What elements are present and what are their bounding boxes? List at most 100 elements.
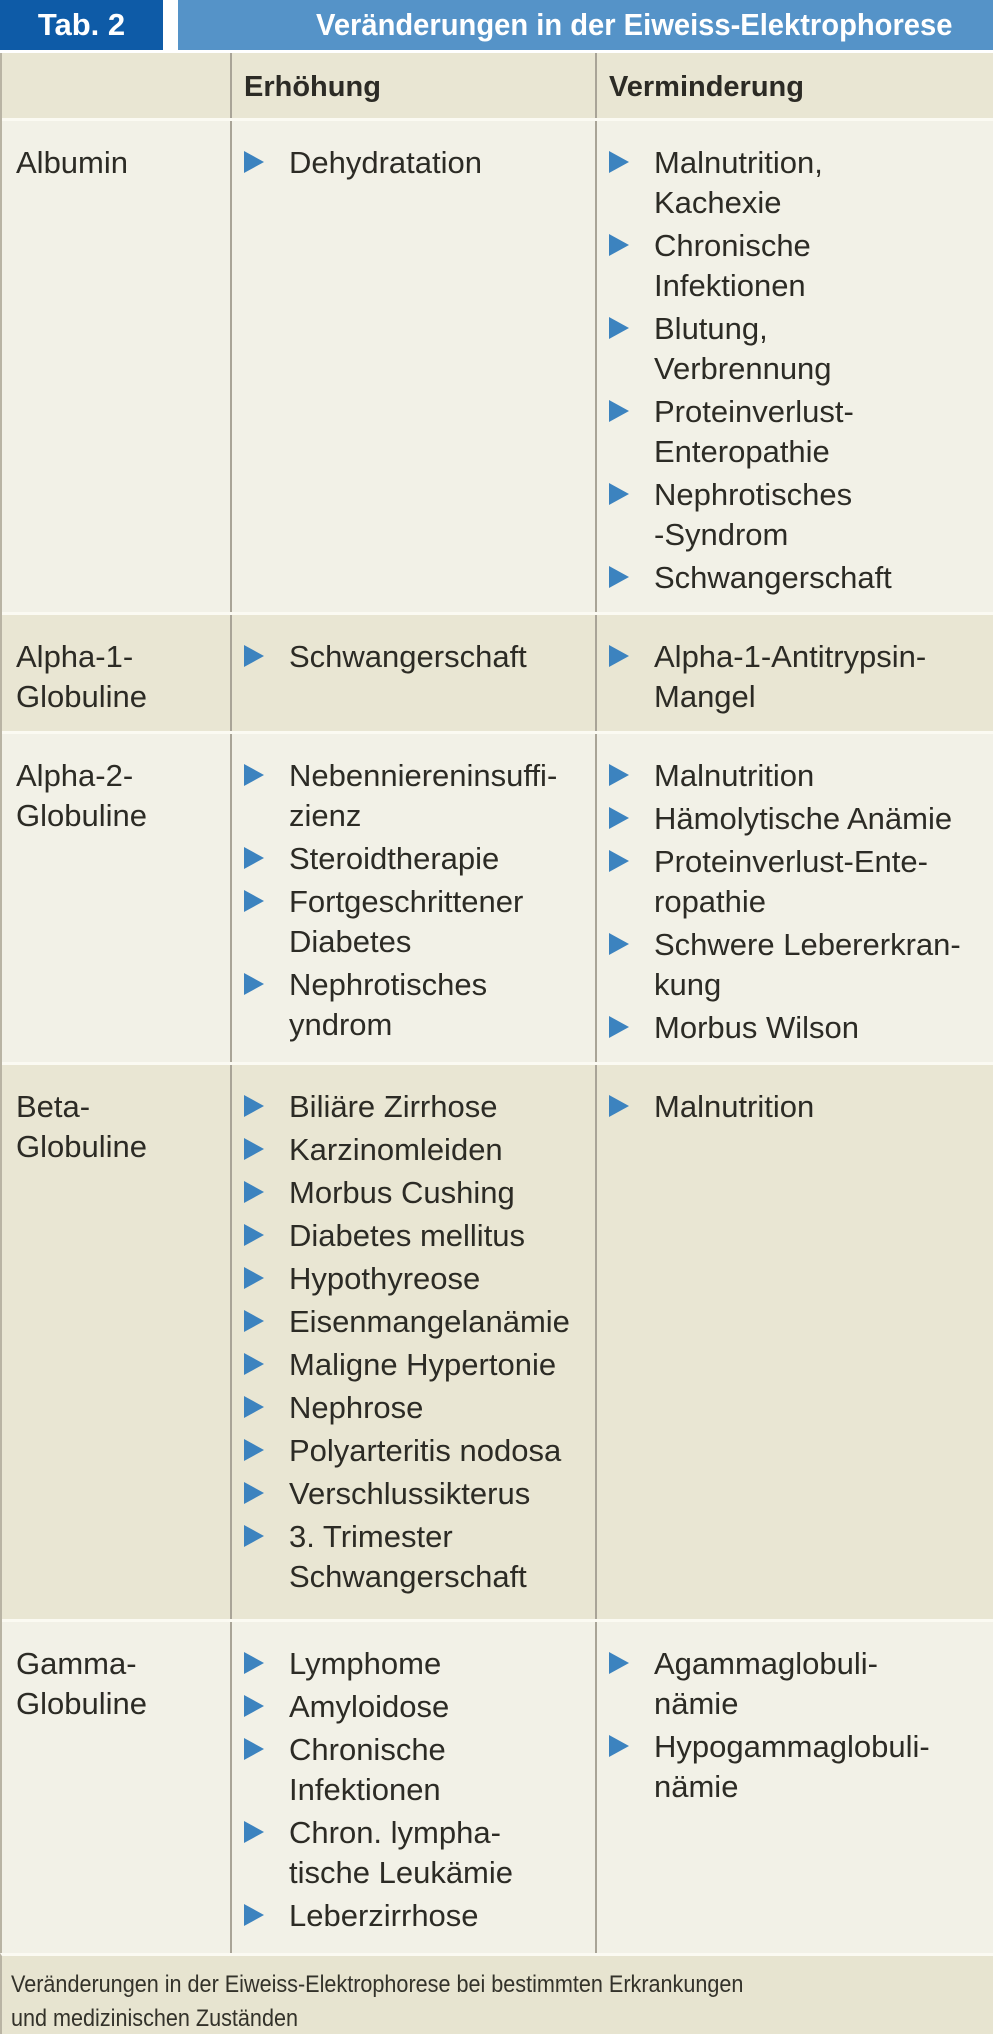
- table-row: Beta- Globuline Biliäre Zirrhose Karzinoml…: [2, 1062, 993, 1619]
- item-text: Hypogammaglobuli- nämie: [654, 1729, 930, 1804]
- list-item: Hypothyreose: [244, 1259, 583, 1299]
- bullet-arrow-icon: [244, 1525, 264, 1547]
- list-item: Chronische Infektionen: [609, 226, 981, 306]
- verminderung-cell: Agammaglobuli- nämie Hypogammaglobuli- nä…: [595, 1622, 993, 1953]
- bullet-arrow-icon: [244, 1267, 264, 1289]
- figure-title-bar: Veränderungen in der Eiweiss-Elektrophor…: [178, 0, 993, 50]
- item-text: Malnutrition: [654, 1089, 815, 1124]
- bullet-arrow-icon: [244, 1904, 264, 1926]
- header-cell-erhoehung: Erhöhung: [230, 53, 595, 118]
- row-label: Beta- Globuline: [16, 1089, 147, 1164]
- item-text: Schwangerschaft: [289, 639, 527, 674]
- list-item: Nephrose: [244, 1388, 583, 1428]
- bullet-arrow-icon: [609, 807, 629, 829]
- erhoehung-cell: Nebenniereninsuffi- zienz Steroidtherapie…: [230, 734, 595, 1062]
- list-item: Nebenniereninsuffi- zienz: [244, 756, 583, 836]
- item-text: Steroidtherapie: [289, 841, 500, 876]
- list-item: Steroidtherapie: [244, 839, 583, 879]
- bullet-arrow-icon: [609, 566, 629, 588]
- item-text: Polyarteritis nodosa: [289, 1433, 562, 1468]
- bullet-arrow-icon: [244, 1181, 264, 1203]
- list-item: Proteinverlust-Ente- ropathie: [609, 842, 981, 922]
- row-label: Alpha-2- Globuline: [16, 758, 147, 833]
- bullet-arrow-icon: [244, 1482, 264, 1504]
- item-text: 3. Trimester Schwangerschaft: [289, 1519, 527, 1594]
- verminderung-cell: Malnutrition, Kachexie Chronische Infekti…: [595, 121, 993, 612]
- titlebar-divider: [163, 0, 178, 50]
- bullet-arrow-icon: [609, 1095, 629, 1117]
- bullet-arrow-icon: [244, 1353, 264, 1375]
- bullet-arrow-icon: [609, 483, 629, 505]
- erhoehung-cell: Lymphome Amyloidose Chronische Infektionen…: [230, 1622, 595, 1953]
- item-text: Agammaglobuli- nämie: [654, 1646, 878, 1721]
- bullet-arrow-icon: [609, 1016, 629, 1038]
- item-text: Hypothyreose: [289, 1261, 481, 1296]
- item-text: Chronische Infektionen: [289, 1732, 446, 1807]
- row-label: Gamma- Globuline: [16, 1646, 147, 1721]
- bullet-arrow-icon: [609, 317, 629, 339]
- item-text: Proteinverlust-Ente- ropathie: [654, 844, 928, 919]
- table-row: Alpha-1- Globuline Schwangerschaft Alpha-1…: [2, 612, 993, 731]
- bullet-arrow-icon: [244, 1396, 264, 1418]
- erhoehung-cell: Dehydratation: [230, 121, 595, 612]
- bullet-arrow-icon: [609, 850, 629, 872]
- bullet-arrow-icon: [244, 1095, 264, 1117]
- list-item: Dehydratation: [244, 143, 583, 183]
- item-text: Malnutrition, Kachexie: [654, 145, 823, 220]
- item-text: Lymphome: [289, 1646, 442, 1681]
- list-item: Eisenmangelanämie: [244, 1302, 583, 1342]
- list-item: Alpha-1-Antitrypsin- Mangel: [609, 637, 981, 717]
- bullet-arrow-icon: [244, 764, 264, 786]
- bullet-arrow-icon: [244, 890, 264, 912]
- list-item: Maligne Hypertonie: [244, 1345, 583, 1385]
- item-text: Alpha-1-Antitrypsin- Mangel: [654, 639, 927, 714]
- bullet-arrow-icon: [244, 151, 264, 173]
- bullet-arrow-icon: [244, 1439, 264, 1461]
- item-text: Verschlussikterus: [289, 1476, 531, 1511]
- list-item: Verschlussikterus: [244, 1474, 583, 1514]
- item-text: Nephrose: [289, 1390, 424, 1425]
- row-label: Alpha-1- Globuline: [16, 639, 147, 714]
- list-item: Lymphome: [244, 1644, 583, 1684]
- item-text: Maligne Hypertonie: [289, 1347, 557, 1382]
- item-text: Diabetes mellitus: [289, 1218, 526, 1253]
- list-item: Chronische Infektionen: [244, 1730, 583, 1810]
- item-text: Leberzirrhose: [289, 1898, 479, 1933]
- bullet-arrow-icon: [244, 1138, 264, 1160]
- item-text: Schwere Lebererkran- kung: [654, 927, 961, 1002]
- list-item: Schwere Lebererkran- kung: [609, 925, 981, 1005]
- item-text: Proteinverlust- Enteropathie: [654, 394, 854, 469]
- item-text: Nephrotisches -Syndrom: [654, 477, 853, 552]
- item-text: Fortgeschrittener Diabetes: [289, 884, 524, 959]
- list-item: Karzinomleiden: [244, 1130, 583, 1170]
- bullet-arrow-icon: [609, 151, 629, 173]
- list-item: Blutung, Verbrennung: [609, 309, 981, 389]
- list-item: Hämolytische Anämie: [609, 799, 981, 839]
- bullet-arrow-icon: [244, 1652, 264, 1674]
- verminderung-cell: Alpha-1-Antitrypsin- Mangel: [595, 615, 993, 731]
- bullet-arrow-icon: [609, 764, 629, 786]
- bullet-arrow-icon: [244, 1310, 264, 1332]
- item-text: Karzinomleiden: [289, 1132, 503, 1167]
- bullet-arrow-icon: [244, 973, 264, 995]
- list-item: Proteinverlust- Enteropathie: [609, 392, 981, 472]
- list-item: Morbus Wilson: [609, 1008, 981, 1048]
- bullet-arrow-icon: [609, 933, 629, 955]
- list-item: Malnutrition, Kachexie: [609, 143, 981, 223]
- bullet-arrow-icon: [244, 847, 264, 869]
- bullet-arrow-icon: [609, 1735, 629, 1757]
- table-row: Gamma- Globuline Lymphome Amyloidose Chroni…: [2, 1619, 993, 1953]
- table-caption: Veränderungen in der Eiweiss-Elektrophor…: [0, 1953, 993, 2034]
- item-text: Morbus Wilson: [654, 1010, 859, 1045]
- list-item: Morbus Cushing: [244, 1173, 583, 1213]
- bullet-arrow-icon: [609, 234, 629, 256]
- caption-text: Veränderungen in der Eiweiss-Elektrophor…: [11, 1971, 744, 2032]
- item-text: Schwangerschaft: [654, 560, 892, 595]
- list-item: Agammaglobuli- nämie: [609, 1644, 981, 1724]
- item-text: Chronische Infektionen: [654, 228, 811, 303]
- list-item: Fortgeschrittener Diabetes: [244, 882, 583, 962]
- item-text: Dehydratation: [289, 145, 483, 180]
- bullet-arrow-icon: [244, 1224, 264, 1246]
- list-item: Malnutrition: [609, 1087, 981, 1127]
